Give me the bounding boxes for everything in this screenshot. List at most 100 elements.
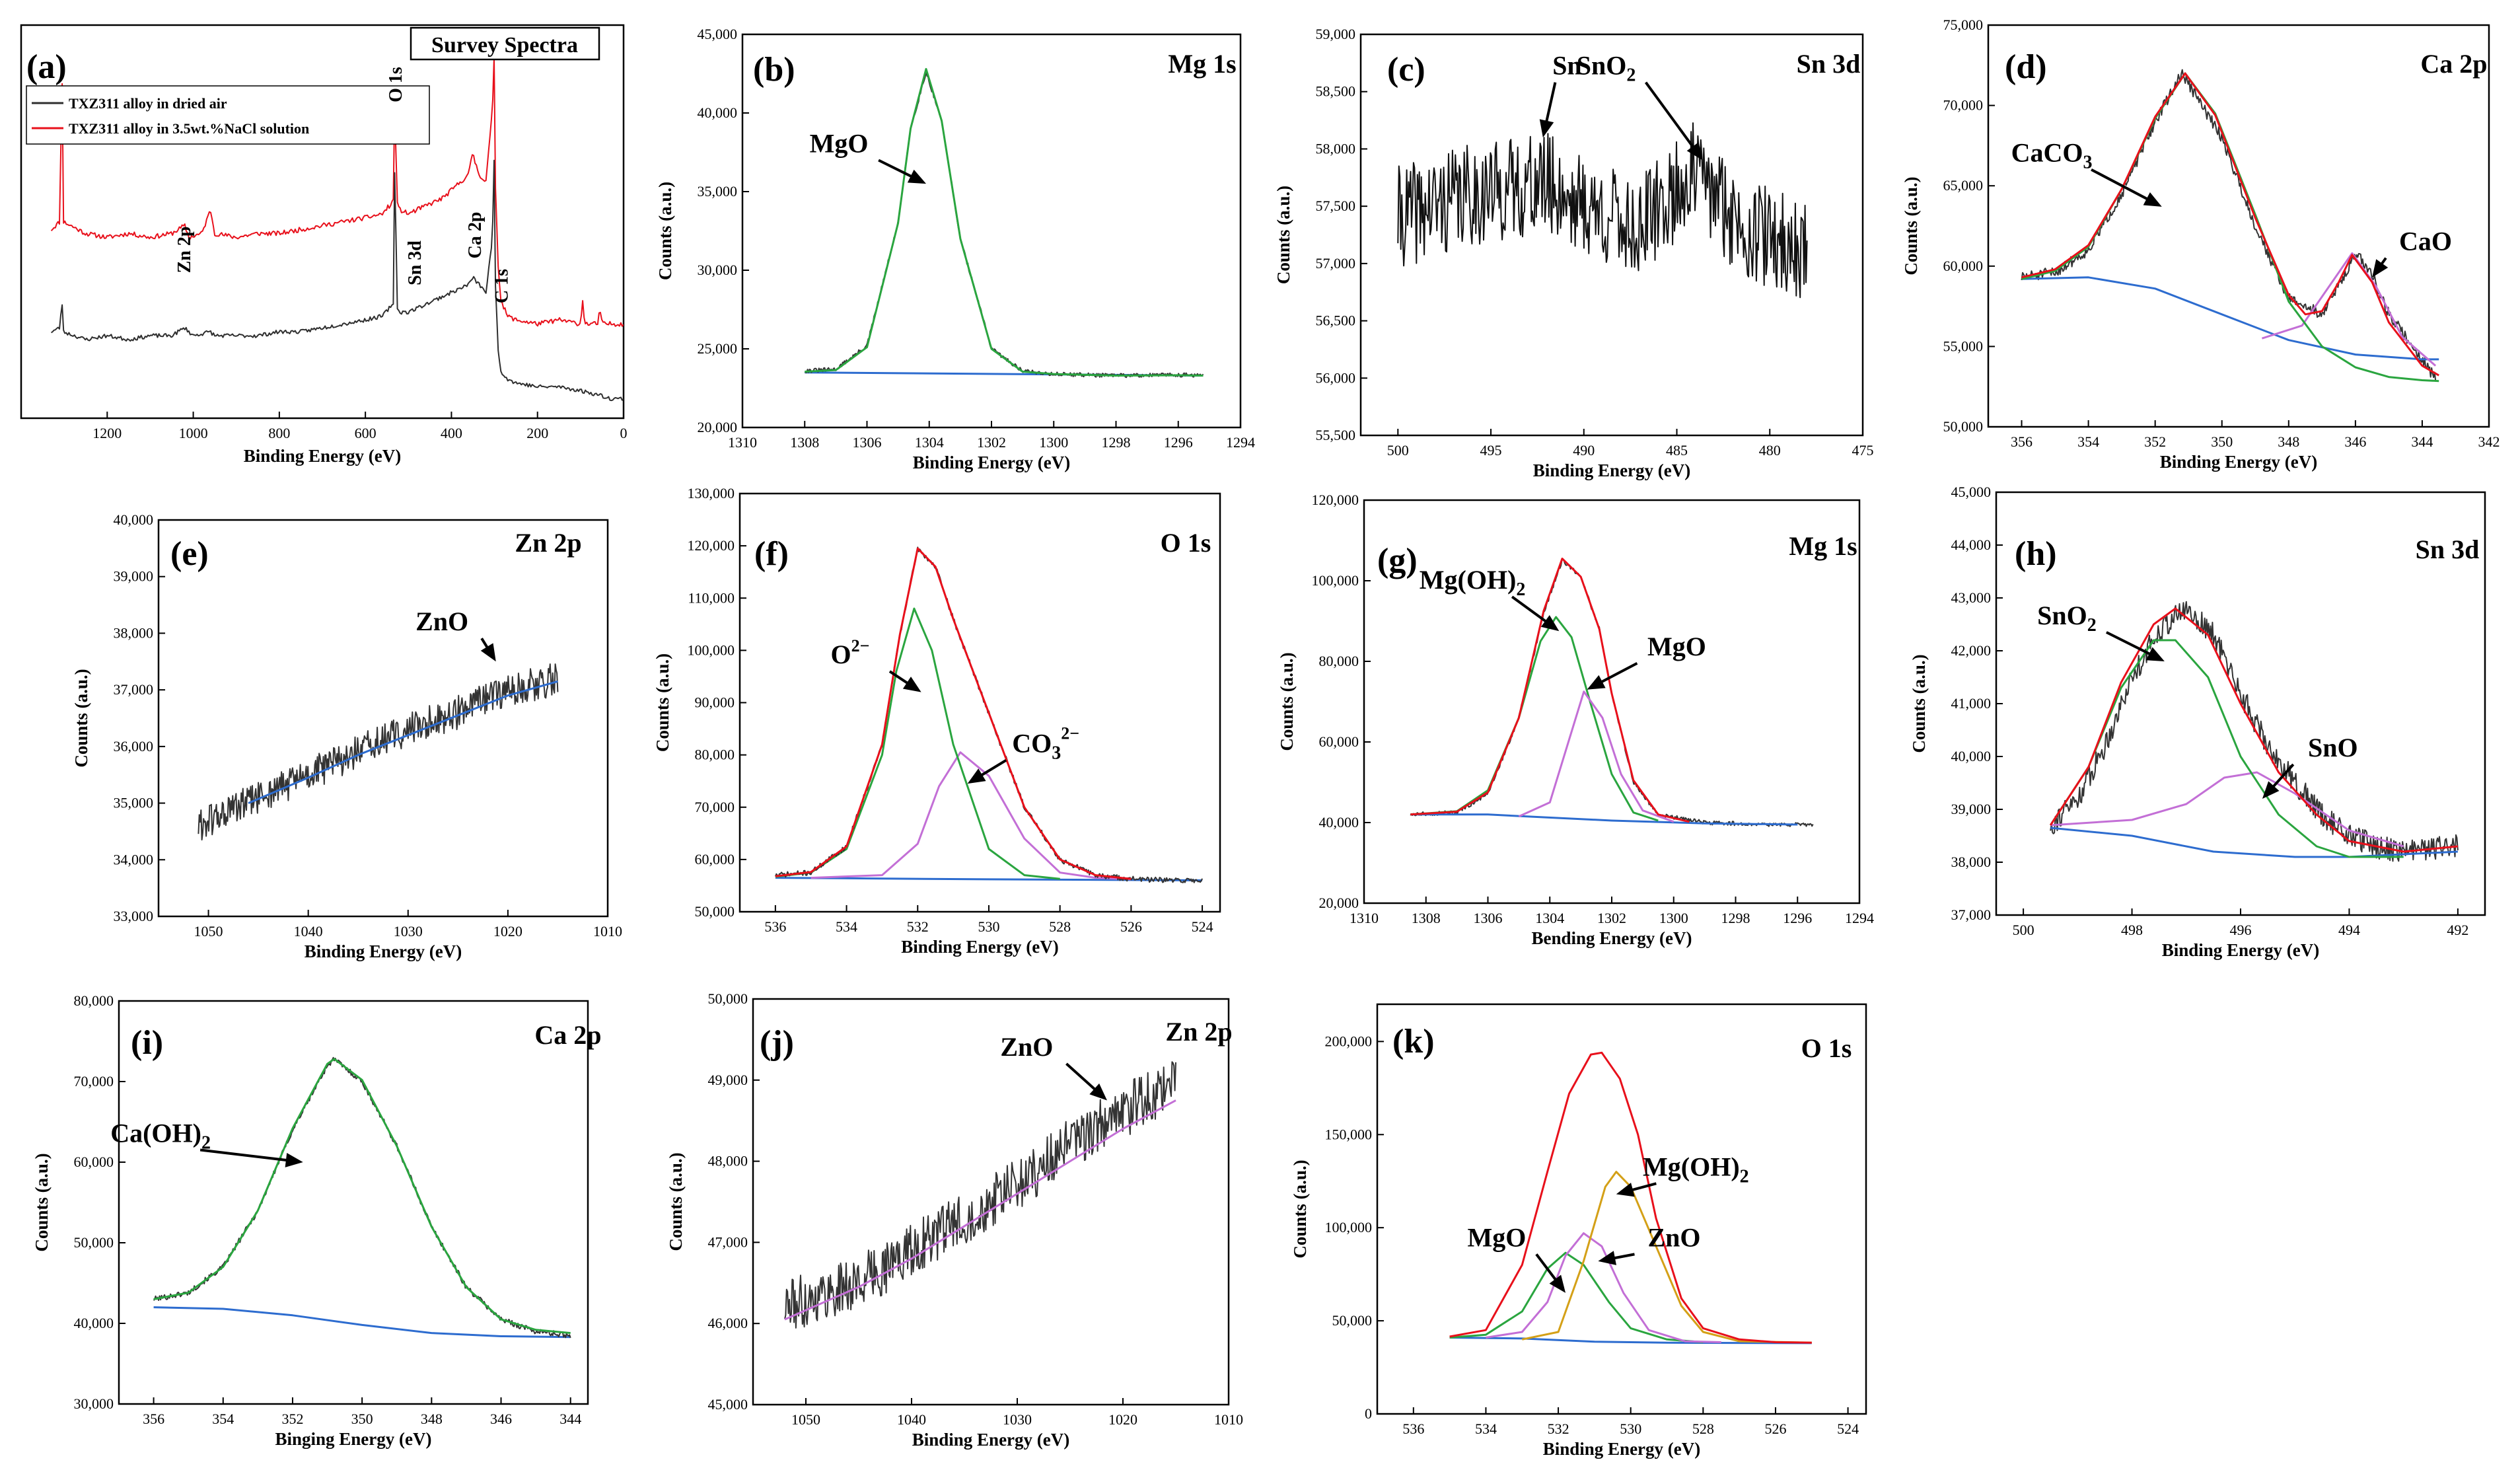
x-tick-label: 1304 xyxy=(915,434,944,451)
series-line-baseline xyxy=(1410,813,1798,826)
peak-annotation: SnO2 xyxy=(1577,51,1636,86)
peak-label: Ca 2p xyxy=(465,212,486,259)
plot-frame xyxy=(741,33,1242,429)
series-group xyxy=(2049,601,2459,862)
y-tick-label: 80,000 xyxy=(74,992,114,1009)
series-group xyxy=(1449,1051,1812,1345)
chart-panel-b: 1310 1308 1306 1304 1302 1300 1298 1296 1294 20,0… xyxy=(655,26,1255,472)
annotation-text: ZnO xyxy=(1647,1222,1700,1252)
peak-label: Zn 2p xyxy=(174,227,195,274)
x-tick-label: 1020 xyxy=(1108,1411,1137,1428)
panel-letter: (k) xyxy=(1392,1023,1435,1060)
annotation-text: CaCO xyxy=(2011,138,2083,168)
annotation-subscript: 3 xyxy=(2083,153,2092,173)
panel-letter: (d) xyxy=(2005,48,2047,86)
peak-annotation: Sn xyxy=(1552,51,1582,81)
series-line-baseline xyxy=(248,680,558,804)
panel-letter: (e) xyxy=(170,535,209,573)
panel-letter: (f) xyxy=(754,535,789,573)
annotation-arrow-head xyxy=(2145,647,2165,661)
y-tick-label: 70,000 xyxy=(1943,97,1984,114)
annotation-arrow-head xyxy=(907,169,927,184)
series-group xyxy=(784,1061,1176,1329)
x-tick-label: 1020 xyxy=(493,923,522,940)
annotation-arrow-shaft xyxy=(1535,1253,1558,1282)
annotation-arrow-head xyxy=(1587,675,1606,690)
annotation-subscript: 2 xyxy=(1626,65,1636,86)
annotation-subscript: 2 xyxy=(2087,615,2097,636)
plot-frame xyxy=(1987,24,2490,428)
annotation-text: Sn xyxy=(1552,51,1582,81)
x-tick-label: 530 xyxy=(1620,1420,1641,1437)
series-line-mgo xyxy=(1449,1251,1704,1343)
series-line-peak1 xyxy=(2021,72,2439,383)
series-line-fit xyxy=(1449,1051,1812,1344)
x-axis-label: Binding Energy (eV) xyxy=(913,453,1071,472)
peak-annotation: ZnO xyxy=(1647,1222,1700,1252)
x-tick-label: 1294 xyxy=(1845,910,1874,926)
annotation-subscript: 3 xyxy=(1052,743,1061,764)
peak-label: O 1s xyxy=(386,67,406,102)
plot-frame xyxy=(1359,33,1864,437)
x-tick-label: 532 xyxy=(1548,1420,1569,1437)
annotation-arrow-head xyxy=(1540,615,1560,632)
series-line-raw xyxy=(2021,69,2437,381)
peak-annotation: Mg(OH)2 xyxy=(1420,565,1526,600)
annotation-arrow-head xyxy=(1089,1083,1107,1101)
annotation-arrow-shaft xyxy=(1644,81,1696,150)
series-line-baseline xyxy=(153,1306,571,1339)
chart-panel-d: 356 354 352 350 348 346 344 342 50,000 55,000 60,0… xyxy=(1901,17,2500,472)
legend-entry: TXZ311 alloy in dried air xyxy=(69,95,227,112)
annotation-arrow-head xyxy=(1598,1251,1616,1265)
y-tick-label: 30,000 xyxy=(74,1395,114,1412)
annotation-superscript: 2− xyxy=(1061,724,1079,743)
plot-frame xyxy=(1363,499,1861,904)
y-axis-label: Counts (a.u.) xyxy=(653,653,672,752)
legend-entry: TXZ311 alloy in 3.5wt.%NaCl solution xyxy=(69,120,309,137)
y-tick-label: 80,000 xyxy=(695,747,735,763)
y-tick-label: 60,000 xyxy=(1943,258,1984,274)
x-axis-label: Binging Energy (eV) xyxy=(275,1429,431,1449)
y-tick-label: 57,500 xyxy=(1316,198,1356,214)
x-tick-label: 344 xyxy=(559,1411,581,1427)
chart-title: Survey Spectra xyxy=(431,33,578,57)
y-tick-label: 120,000 xyxy=(688,537,735,554)
x-tick-label: 500 xyxy=(1387,442,1409,459)
series-group xyxy=(1397,122,1808,299)
y-tick-label: 39,000 xyxy=(114,568,154,585)
x-tick-label: 536 xyxy=(764,918,786,935)
annotation-arrow-shaft xyxy=(2271,763,2295,790)
x-tick-label: 480 xyxy=(1759,442,1781,459)
plot-frame xyxy=(738,492,1221,913)
x-tick-label: 526 xyxy=(1764,1420,1786,1437)
y-tick-label: 100,000 xyxy=(1325,1219,1373,1235)
annotation-arrow-shaft xyxy=(1544,82,1557,124)
x-tick-label: 400 xyxy=(441,425,462,441)
peak-annotation: MgO xyxy=(810,129,869,159)
chart-panel-j: 1050 1040 1030 1020 1010 45,000 46,000 47,000 48… xyxy=(666,990,1243,1450)
y-tick-label: 40,000 xyxy=(1319,814,1359,830)
y-tick-label: 20,000 xyxy=(698,419,738,435)
series-line-txz311-alloy-in-3-5wt-nacl-solution xyxy=(50,56,624,327)
annotation-arrow-shaft xyxy=(2091,168,2150,202)
y-axis-label: Counts (a.u.) xyxy=(1274,186,1293,284)
y-tick-label: 20,000 xyxy=(1319,895,1359,911)
x-axis-label: Binding Energy (eV) xyxy=(2160,452,2318,472)
annotation-arrow-head xyxy=(2262,781,2280,799)
y-tick-label: 80,000 xyxy=(1319,653,1359,669)
x-tick-label: 1050 xyxy=(194,923,223,940)
x-tick-label: 1298 xyxy=(1721,910,1750,926)
chart-panel-h: 500 498 496 494 492 37,000 38,000 39,000 40,000 4… xyxy=(1909,484,2486,960)
annotation-arrow-shaft xyxy=(1630,1182,1657,1192)
chart-panel-e: 1050 1040 1030 1020 1010 33,000 34,000 35,000 36… xyxy=(71,511,622,961)
annotation-arrow-shaft xyxy=(1612,1253,1635,1260)
x-tick-label: 1310 xyxy=(728,434,757,451)
panel-letter: (i) xyxy=(131,1024,163,1062)
x-tick-label: 485 xyxy=(1666,442,1688,459)
chart-panel-i: 356 354 352 350 348 346 344 30,000 40,000 50,000 6… xyxy=(32,992,602,1449)
chart-title: O 1s xyxy=(1801,1033,1852,1063)
y-tick-label: 48,000 xyxy=(708,1153,748,1169)
x-tick-label: 526 xyxy=(1120,918,1142,935)
panel-letter: (b) xyxy=(753,51,795,89)
x-tick-label: 346 xyxy=(490,1411,512,1427)
